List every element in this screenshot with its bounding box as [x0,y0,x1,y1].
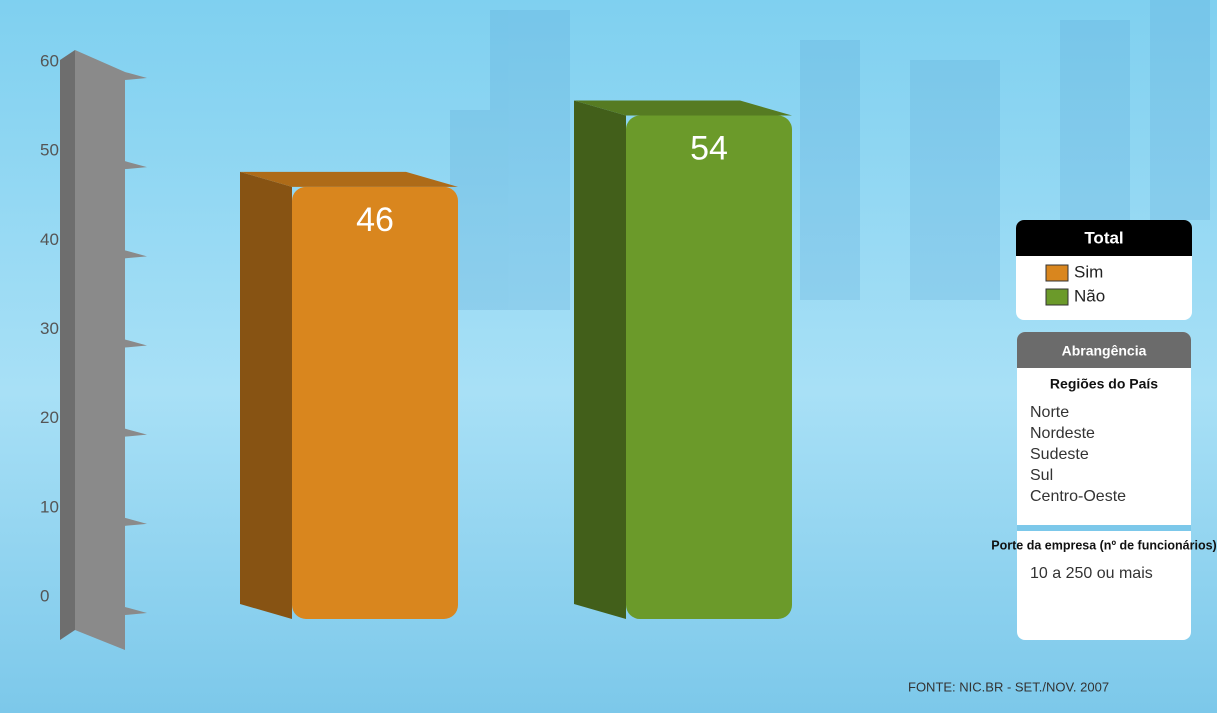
bar [292,186,458,620]
section-item: Centro-Oeste [1030,488,1126,505]
coverage-box [1017,332,1191,640]
y-tick-mark [125,607,147,615]
legend-swatch [1045,264,1069,282]
axis-bar-side [60,50,75,640]
section-item: Sul [1030,467,1053,484]
value-label: 46 [356,201,394,239]
section-heading: Regiões do País [1050,376,1158,392]
y-tick-label: 30 [40,319,59,338]
y-tick-label: 50 [40,141,59,160]
section-item: 10 a 250 ou mais [1030,565,1153,582]
y-tick-mark [125,72,147,80]
bar-top [574,100,792,116]
section-heading: Porte da empresa (nº de funcionários) [991,538,1216,552]
y-tick-mark [125,339,147,348]
section-item: Norte [1030,404,1069,421]
skyline [450,0,1210,310]
y-tick-mark [125,517,147,526]
legend-label: Não [1074,286,1105,305]
bar-side [574,100,626,619]
y-tick-label: 10 [40,497,59,516]
source: FONTE: NIC.BR - SET./NOV. 2007 [908,679,1109,694]
coverage-title: Abrangência [1062,343,1147,359]
section-item: Nordeste [1030,425,1095,442]
legend-swatch [1045,288,1069,306]
axis-bar [75,50,125,650]
y-tick-label: 40 [40,230,59,249]
legend-header [1016,220,1192,256]
bar [626,115,792,619]
y-tick-mark [125,161,147,170]
bar-side [240,171,292,620]
coverage-panel: Abrangência Regiões do País Norte Nordeste… [991,332,1217,640]
y-tick-mark [125,250,147,259]
y-tick-label: 60 [40,51,59,70]
y-tick-mark [125,428,147,437]
coverage-header [1017,332,1191,368]
bar-top [240,171,458,187]
value-label: 54 [690,129,728,167]
y-tick-label: 20 [40,408,59,427]
legend-title: Total [1084,228,1123,247]
legend-label: Sim [1074,262,1103,281]
legend: Total Sim Não [1016,220,1192,320]
section-item: Sudeste [1030,446,1089,463]
y-tick-label: 0 [40,586,49,605]
